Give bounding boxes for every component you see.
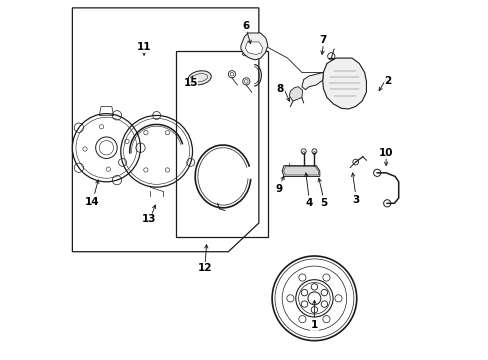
Text: 6: 6 bbox=[242, 21, 249, 31]
Ellipse shape bbox=[242, 51, 248, 56]
Polygon shape bbox=[289, 87, 302, 101]
Text: 11: 11 bbox=[137, 42, 151, 52]
Text: 10: 10 bbox=[378, 148, 393, 158]
Text: 14: 14 bbox=[84, 197, 99, 207]
Bar bbox=[176, 51, 267, 237]
Text: 2: 2 bbox=[384, 76, 391, 86]
Ellipse shape bbox=[258, 44, 264, 48]
Text: 12: 12 bbox=[198, 263, 212, 273]
Text: 8: 8 bbox=[276, 84, 284, 94]
Text: 7: 7 bbox=[319, 35, 326, 45]
Polygon shape bbox=[301, 72, 323, 90]
Text: 5: 5 bbox=[319, 198, 326, 208]
Text: 3: 3 bbox=[351, 195, 359, 205]
Polygon shape bbox=[282, 166, 319, 176]
Polygon shape bbox=[241, 33, 267, 60]
Ellipse shape bbox=[188, 71, 211, 85]
Polygon shape bbox=[322, 58, 366, 109]
Text: 13: 13 bbox=[142, 215, 156, 224]
Text: 1: 1 bbox=[310, 320, 317, 330]
Text: 15: 15 bbox=[183, 78, 198, 88]
Text: 9: 9 bbox=[274, 184, 282, 194]
Polygon shape bbox=[283, 167, 318, 175]
Polygon shape bbox=[244, 42, 262, 54]
Text: 4: 4 bbox=[305, 198, 312, 208]
